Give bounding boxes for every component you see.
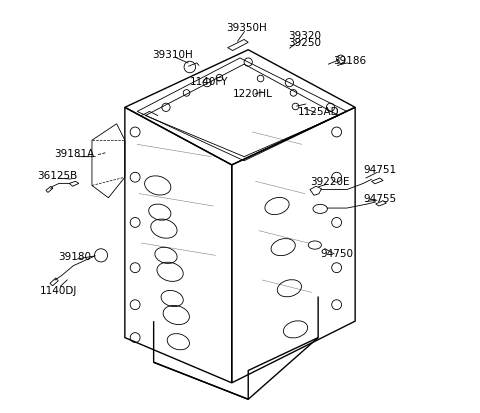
Text: 39220E: 39220E <box>310 177 349 187</box>
Text: 94755: 94755 <box>363 193 396 203</box>
Text: 39186: 39186 <box>334 56 367 66</box>
Text: 39320: 39320 <box>288 31 322 41</box>
Text: 39310H: 39310H <box>152 50 192 60</box>
Text: 1140FY: 1140FY <box>190 76 228 86</box>
Text: 39181A: 39181A <box>55 149 95 159</box>
Text: 39180: 39180 <box>58 252 91 261</box>
Text: 39250: 39250 <box>288 38 322 47</box>
Text: 94751: 94751 <box>363 165 396 175</box>
Text: 39350H: 39350H <box>226 23 266 33</box>
Text: 36125B: 36125B <box>37 171 77 181</box>
Text: 1140DJ: 1140DJ <box>39 286 77 296</box>
Text: 94750: 94750 <box>320 249 353 259</box>
Text: 1125AD: 1125AD <box>297 107 339 117</box>
Text: 1220HL: 1220HL <box>232 89 272 99</box>
